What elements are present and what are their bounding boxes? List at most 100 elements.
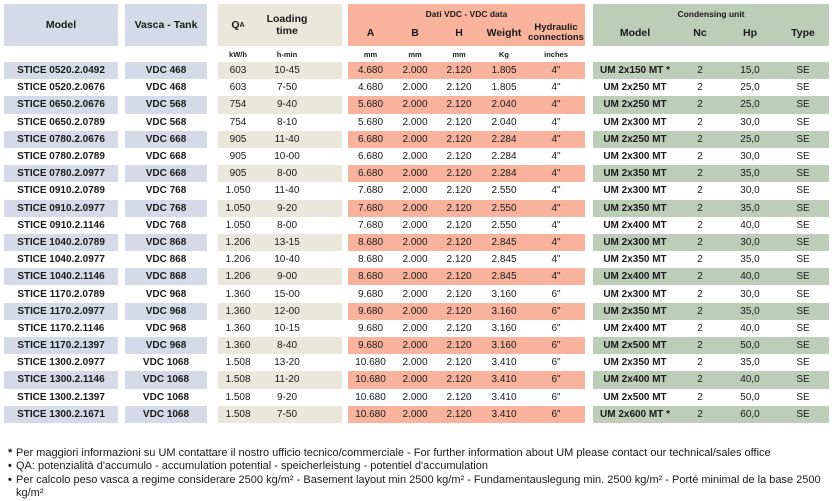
cell-qa: 1.360 [225, 322, 251, 334]
cell-a: 10.680 [355, 391, 386, 403]
cell-b: 2.000 [402, 185, 428, 197]
cell-loading-time: 11-20 [258, 371, 316, 389]
cell-tank: VDC 568 [125, 96, 207, 114]
cell-type: SE [777, 405, 829, 423]
col-header-model: Model [4, 4, 118, 46]
cell-beige-filler [316, 389, 342, 406]
cell-loading-time: 9-40 [258, 96, 316, 114]
cell-hp: 35,0 [723, 302, 777, 320]
cell-tank: VDC 868 [145, 254, 187, 266]
cell-qa: 1.360 [225, 288, 251, 300]
cell-hp: 50,0 [740, 391, 760, 403]
cell-b: 2.000 [393, 302, 437, 320]
cell-weight: 1.805 [491, 82, 517, 94]
cell-beige-filler [316, 148, 342, 165]
cell-a: 6.680 [357, 151, 384, 163]
cell-qa: 1.360 [218, 337, 258, 355]
cell-weight: 3.160 [491, 322, 517, 334]
cell-a: 5.680 [348, 96, 393, 114]
cell-nc: 2 [677, 405, 723, 423]
cell-nc: 2 [677, 371, 723, 389]
cell-condensing-model: UM 2x350 MT [593, 199, 677, 217]
cell-beige-filler [316, 233, 342, 252]
cell-model: STICE 1040.2.0789 [4, 233, 118, 252]
footnote-text: QA: potenzialità d'accumulo - accumulati… [16, 460, 488, 473]
cell-b: 2.000 [393, 268, 437, 286]
cell-nc: 2 [697, 322, 703, 334]
cell-condensing-model: UM 2x500 MT [603, 391, 667, 403]
cell-nc: 2 [677, 302, 723, 320]
col-header-a: A [366, 27, 375, 39]
cell-condensing-model: UM 2x500 MT [593, 337, 677, 355]
cell-h: 2.120 [446, 357, 472, 369]
cell-type: SE [796, 82, 810, 94]
table-row: STICE 1300.2.0977 VDC 1068 1.508 13-20 1… [0, 354, 832, 371]
cell-beige-filler [316, 182, 342, 199]
cell-hydraulic: 4" [551, 151, 561, 163]
table-row: STICE 0520.2.0492 VDC 468 603 10-45 4.68… [0, 62, 832, 80]
cell-model: STICE 0520.2.0676 [17, 82, 105, 94]
cell-loading-time: 8-00 [258, 165, 316, 183]
cell-tank: VDC 868 [125, 268, 207, 286]
cell-beige-filler [316, 405, 342, 423]
cell-tank: VDC 768 [125, 199, 207, 217]
cell-weight: 2.845 [491, 254, 517, 266]
cell-hydraulic: 4" [527, 199, 585, 217]
cell-type: SE [796, 185, 810, 197]
cell-condensing-model: UM 2x350 MT [593, 165, 677, 183]
cell-b: 2.000 [402, 322, 428, 334]
table-row: STICE 1300.2.1397 VDC 1068 1.508 9-20 10… [0, 389, 832, 406]
cell-loading-time: 7-50 [258, 405, 316, 423]
cell-a: 8.680 [348, 233, 393, 252]
cell-model: STICE 1040.2.1146 [4, 268, 118, 286]
footnote-marker: • [8, 460, 12, 473]
cell-hp: 35,0 [740, 254, 760, 266]
cell-loading-time: 10-40 [274, 254, 300, 266]
cell-weight: 3.410 [491, 357, 517, 369]
cell-hydraulic: 4" [551, 116, 561, 128]
cell-weight: 3.410 [481, 405, 527, 423]
cell-beige-filler [316, 320, 342, 337]
col-header-hp: Hp [743, 27, 757, 39]
table-row: STICE 1170.2.1146 VDC 968 1.360 10-15 9.… [0, 320, 832, 337]
unit-a: mm [363, 49, 378, 59]
cell-b: 2.000 [393, 165, 437, 183]
unit-qa: kW/h [229, 49, 247, 59]
cell-b: 2.000 [402, 82, 428, 94]
cell-a: 8.680 [348, 268, 393, 286]
cell-b: 2.000 [393, 405, 437, 423]
cell-type: SE [777, 165, 829, 183]
cell-model: STICE 0910.2.1146 [17, 219, 105, 231]
cell-b: 2.000 [393, 62, 437, 80]
cell-beige-filler [316, 302, 342, 320]
cell-beige-filler [316, 217, 342, 234]
cell-nc: 2 [697, 357, 703, 369]
cell-model: STICE 1170.2.0977 [4, 302, 118, 320]
cell-nc: 2 [697, 116, 703, 128]
cell-qa: 1.206 [225, 254, 251, 266]
table-row: STICE 1040.2.0977 VDC 868 1.206 10-40 8.… [0, 251, 832, 268]
cell-weight: 3.160 [481, 337, 527, 355]
footnote: • QA: potenzialità d'accumulo - accumula… [0, 460, 832, 474]
cell-weight: 2.284 [481, 130, 527, 148]
cell-type: SE [777, 371, 829, 389]
cell-hp: 30,0 [740, 185, 760, 197]
cell-hp: 30,0 [723, 233, 777, 252]
cell-hydraulic: 6" [527, 337, 585, 355]
cell-hp: 35,0 [723, 199, 777, 217]
cell-qa: 1.508 [218, 371, 258, 389]
cell-model: STICE 1300.2.1146 [4, 371, 118, 389]
footnote: • Per calcolo peso vasca a regime consid… [0, 474, 832, 501]
unit-h: mm [452, 49, 466, 59]
cell-weight: 3.410 [481, 371, 527, 389]
col-header-weight: Weight [486, 27, 522, 39]
cell-a: 10.680 [355, 357, 386, 369]
cell-beige-filler [316, 62, 342, 80]
cell-loading-time: 8-00 [276, 219, 297, 231]
cell-a: 9.680 [348, 302, 393, 320]
cell-beige-filler [316, 165, 342, 183]
cell-b: 2.000 [402, 357, 428, 369]
cell-hp: 40,0 [740, 219, 760, 231]
cell-h: 2.120 [446, 185, 472, 197]
cell-tank: VDC 768 [145, 219, 187, 231]
